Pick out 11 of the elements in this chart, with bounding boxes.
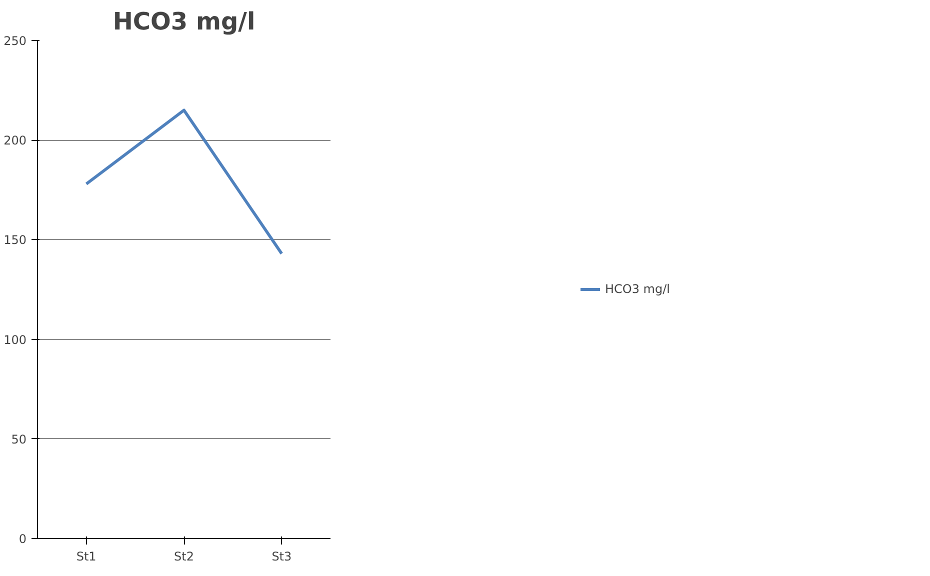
x-tick-label: St3 — [272, 550, 292, 564]
x-tick-label: St2 — [174, 550, 194, 564]
x-tick-label: St1 — [76, 550, 96, 564]
y-tick-label: 0 — [18, 532, 27, 546]
chart-title: HCO3 mg/l — [112, 8, 256, 36]
y-tick-label: 100 — [4, 332, 26, 347]
y-tick-label: 50 — [11, 432, 27, 446]
y-tick-label: 200 — [4, 134, 26, 148]
y-tick-label: 150 — [4, 233, 26, 248]
y-tick-label: 250 — [4, 34, 26, 48]
legend-label: HCO3 mg/l — [605, 282, 670, 296]
